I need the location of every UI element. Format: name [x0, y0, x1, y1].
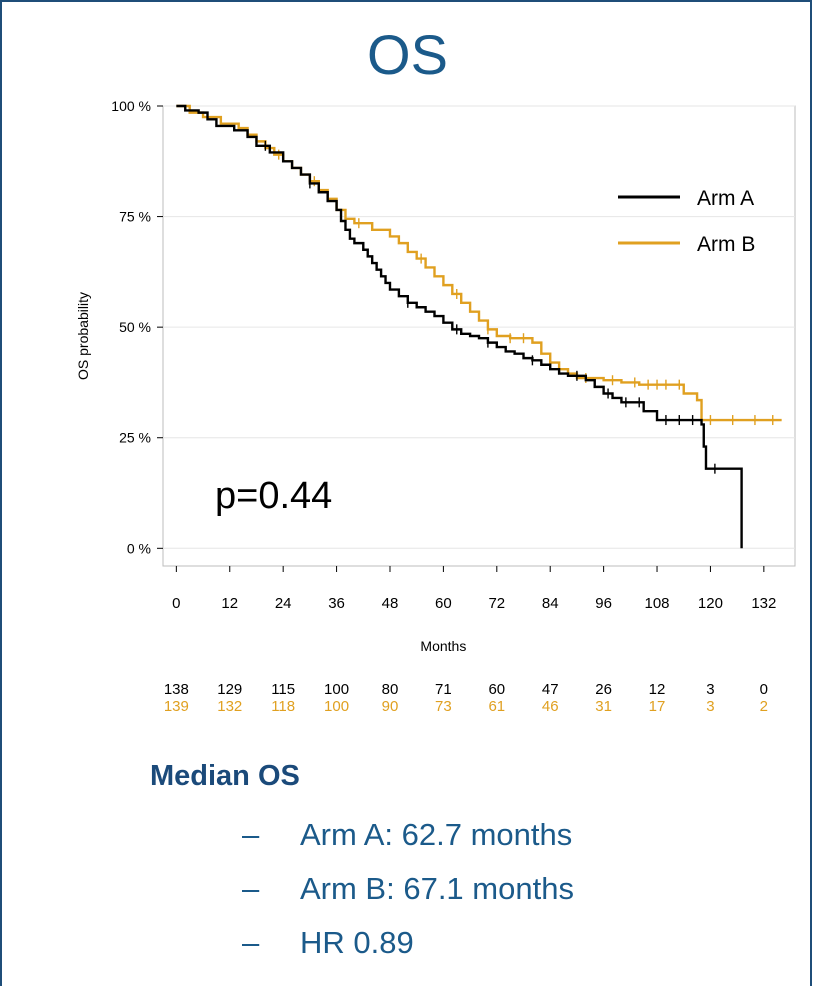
dash-bullet: –	[242, 925, 260, 960]
arm-a-at-risk-count: 60	[488, 681, 505, 698]
dash-bullet: –	[242, 817, 260, 852]
arm-b-at-risk-count: 46	[542, 698, 559, 715]
arm-b-at-risk-count: 118	[271, 698, 295, 715]
dash-bullet: –	[242, 871, 260, 906]
median-os-section: Median OS – Arm A: 62.7 months – Arm B: 67.…	[150, 760, 574, 970]
arm-b-at-risk-count: 73	[435, 698, 452, 715]
y-tick-label: 100 %	[111, 98, 151, 114]
x-tick-label: 120	[698, 595, 723, 612]
x-axis-label: Months	[420, 638, 466, 654]
x-tick-label: 84	[542, 595, 559, 612]
x-tick-label: 36	[328, 595, 345, 612]
arm-a-at-risk-count: 0	[760, 681, 768, 698]
median-item-text: HR 0.89	[300, 925, 414, 960]
y-tick-label: 25 %	[119, 430, 151, 446]
arm-a-legend-label: Arm A	[697, 187, 754, 210]
y-tick-label: 0 %	[127, 540, 151, 556]
x-tick-label: 48	[382, 595, 399, 612]
median-heading: Median OS	[150, 760, 300, 792]
arm-b-at-risk-count: 61	[488, 698, 505, 715]
arm-a-at-risk-count: 3	[706, 681, 714, 698]
x-tick-label: 24	[275, 595, 292, 612]
arm-a-curve	[176, 104, 743, 549]
arm-a-at-risk-count: 71	[435, 681, 452, 698]
median-item-text: Arm A: 62.7 months	[300, 817, 573, 852]
arm-a-at-risk-count: 100	[324, 681, 349, 698]
arm-a-at-risk-count: 115	[271, 681, 295, 698]
arm-a-at-risk-count: 129	[217, 681, 242, 698]
arm-b-at-risk-count: 17	[649, 698, 666, 715]
median-list-item: – Arm A: 62.7 months	[242, 808, 574, 862]
km-chart: 0 % 25 % 50 % 75 % 100 % OS probability 0 12 24 3…	[75, 98, 796, 715]
median-list-item: – HR 0.89	[242, 916, 574, 970]
x-tick-label: 132	[751, 595, 776, 612]
arm-b-at-risk-count: 139	[164, 698, 189, 715]
x-tick-label: 12	[221, 595, 238, 612]
arm-b-at-risk-count: 2	[760, 698, 768, 715]
arm-b-at-risk-count: 31	[595, 698, 612, 715]
arm-a-at-risk-count: 80	[382, 681, 399, 698]
p-value-annotation: p=0.44	[215, 475, 332, 517]
arm-b-curve	[176, 104, 782, 422]
x-tick-label: 108	[645, 595, 670, 612]
x-tick-label: 0	[172, 595, 180, 612]
x-tick-label: 96	[595, 595, 612, 612]
arm-a-at-risk-count: 138	[164, 681, 189, 698]
arm-a-at-risk-count: 47	[542, 681, 559, 698]
arm-b-legend-label: Arm B	[697, 233, 755, 256]
median-list-item: – Arm B: 67.1 months	[242, 862, 574, 916]
y-tick-label: 50 %	[119, 319, 151, 335]
arm-b-at-risk-count: 100	[324, 698, 349, 715]
median-item-text: Arm B: 67.1 months	[300, 871, 574, 906]
slide-title: OS	[367, 23, 448, 86]
arm-b-at-risk-count: 132	[217, 698, 242, 715]
arm-a-at-risk-count: 12	[649, 681, 666, 698]
y-axis-label: OS probability	[75, 292, 91, 380]
x-tick-label: 60	[435, 595, 452, 612]
arm-a-at-risk-count: 26	[595, 681, 612, 698]
arm-b-at-risk-count: 90	[382, 698, 399, 715]
y-tick-label: 75 %	[119, 209, 151, 225]
x-tick-label: 72	[488, 595, 505, 612]
arm-b-at-risk-count: 3	[706, 698, 714, 715]
